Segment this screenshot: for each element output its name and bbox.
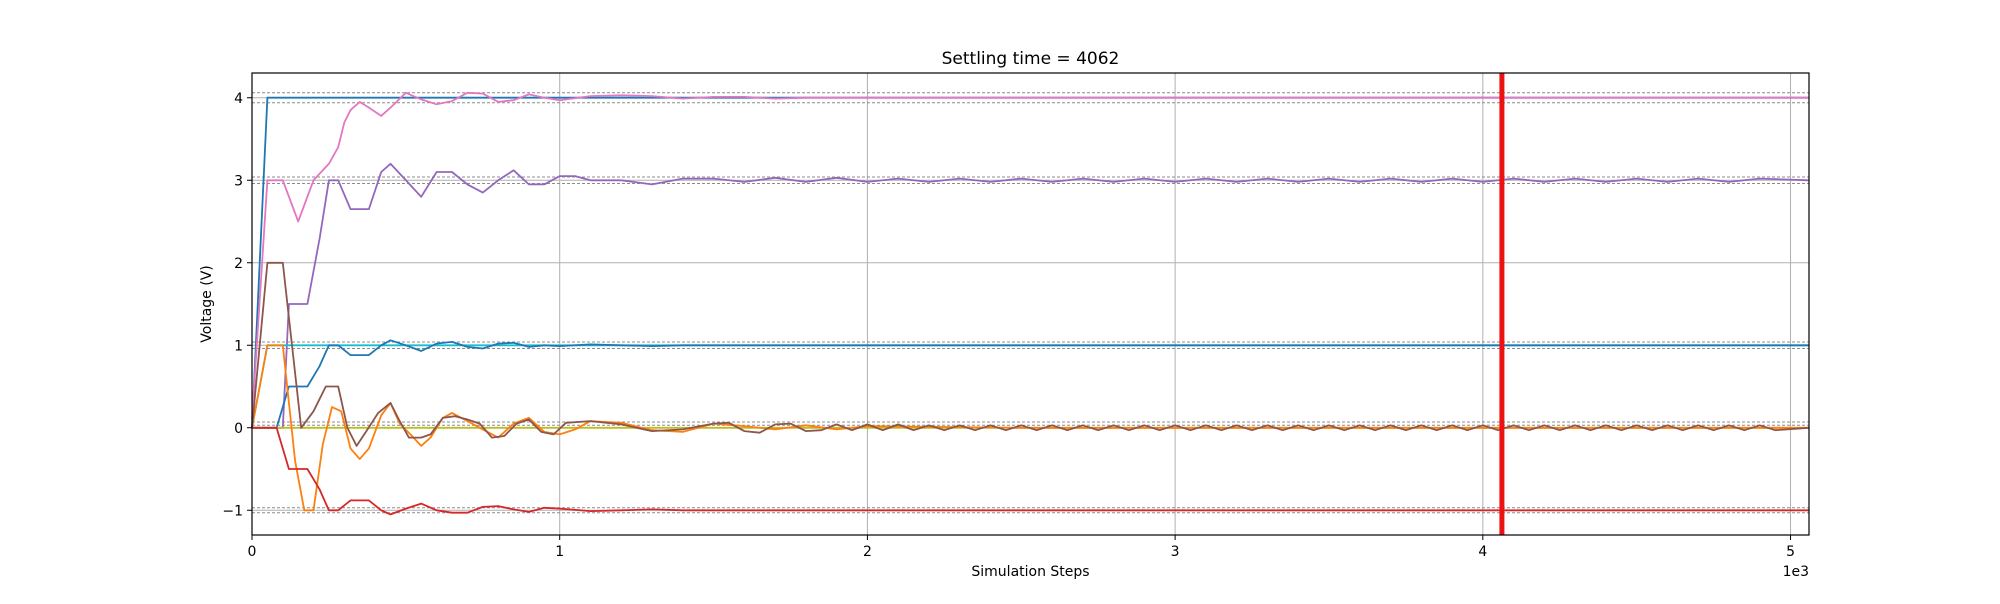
y-axis-label: Voltage (V) (199, 265, 215, 342)
x-tick-label: 5 (1786, 544, 1795, 560)
x-tick-label: 3 (1171, 544, 1180, 560)
series-line (252, 339, 1809, 429)
y-tick-label: 2 (234, 256, 243, 272)
x-tick-label: 4 (1478, 544, 1487, 560)
series-line (251, 344, 1809, 428)
series-line (251, 261, 1810, 447)
y-tick-label: −1 (222, 503, 243, 519)
series-lines (251, 91, 1810, 516)
plot-frame (251, 72, 1810, 536)
x-tick-label: 1 (555, 544, 564, 560)
series-line (252, 162, 1810, 429)
x-axis-label: Simulation Steps (971, 564, 1089, 580)
y-tick-label: 1 (234, 338, 243, 354)
tolerance-lines (252, 92, 1809, 514)
y-tick-label: 0 (234, 421, 243, 437)
y-tick-label: 3 (234, 173, 243, 189)
x-tick-label: 0 (248, 544, 257, 560)
series-line (251, 91, 1809, 420)
grid-lines (251, 73, 1809, 535)
axis-ticks: 0 1 2 3 4 5 −1 0 1 2 3 4 (222, 91, 1795, 560)
y-tick-label: 4 (234, 91, 243, 107)
series-line (252, 426, 1809, 516)
x-tick-label: 2 (863, 544, 872, 560)
chart-title: Settling time = 4062 (942, 49, 1120, 69)
x-axis-offset-label: 1e3 (1783, 564, 1809, 580)
series-line (251, 344, 1809, 512)
